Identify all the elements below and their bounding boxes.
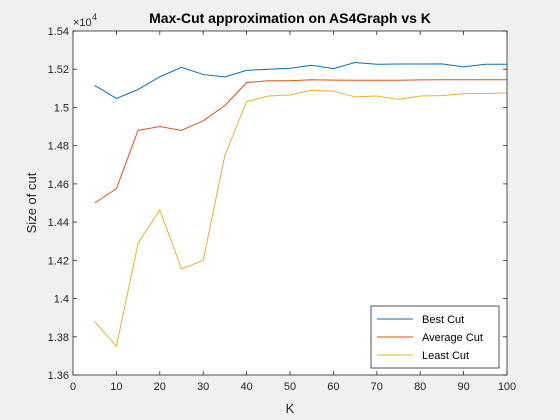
x-tick-label: 60 <box>327 381 339 393</box>
y-tick-label: 1.42 <box>48 255 69 267</box>
y-axis: 1.36 1.38 1.4 1.42 1.44 1.46 1.48 1.5 1.52 1.54 <box>48 26 507 382</box>
y-tick-label: 1.46 <box>48 179 69 191</box>
y-tick-label: 1.5 <box>54 102 69 114</box>
legend-label-average-cut: Average Cut <box>422 332 483 344</box>
series-line-best-cut <box>94 62 507 100</box>
y-exponent-power: 4 <box>92 12 97 22</box>
y-tick-label: 1.36 <box>48 370 69 382</box>
y-tick-label: 1.38 <box>48 332 69 344</box>
x-tick-label: 80 <box>414 381 426 393</box>
y-tick-label: 1.44 <box>48 217 69 229</box>
x-tick-label: 50 <box>284 381 296 393</box>
x-tick-label: 100 <box>498 381 516 393</box>
y-tick-label: 1.4 <box>54 294 69 306</box>
x-tick-label: 0 <box>70 381 76 393</box>
x-tick-label: 90 <box>457 381 469 393</box>
series-line-least-cut <box>94 89 508 348</box>
legend-label-best-cut: Best Cut <box>422 314 464 326</box>
y-tick-label: 1.54 <box>48 26 69 38</box>
x-tick-label: 40 <box>240 381 252 393</box>
y-exponent-label: ×10 4 <box>73 12 97 29</box>
chart-title: Max-Cut approximation on AS4Graph vs K <box>149 10 431 26</box>
x-axis-label: K <box>286 401 295 416</box>
x-tick-label: 70 <box>371 381 383 393</box>
y-axis-label: Size of cut <box>24 172 39 233</box>
x-tick-label: 20 <box>154 381 166 393</box>
x-tick-label: 30 <box>197 381 209 393</box>
x-tick-label: 10 <box>110 381 122 393</box>
x-axis: 0 10 20 30 40 50 60 70 80 90 100 <box>70 31 516 393</box>
legend: Best Cut Average Cut Least Cut <box>370 305 500 369</box>
series-layer <box>94 62 508 348</box>
y-exponent-base: ×10 <box>73 17 92 29</box>
y-tick-label: 1.48 <box>48 141 69 153</box>
y-tick-label: 1.52 <box>48 64 69 76</box>
legend-label-least-cut: Least Cut <box>422 350 469 362</box>
series-line-average-cut <box>94 79 507 204</box>
